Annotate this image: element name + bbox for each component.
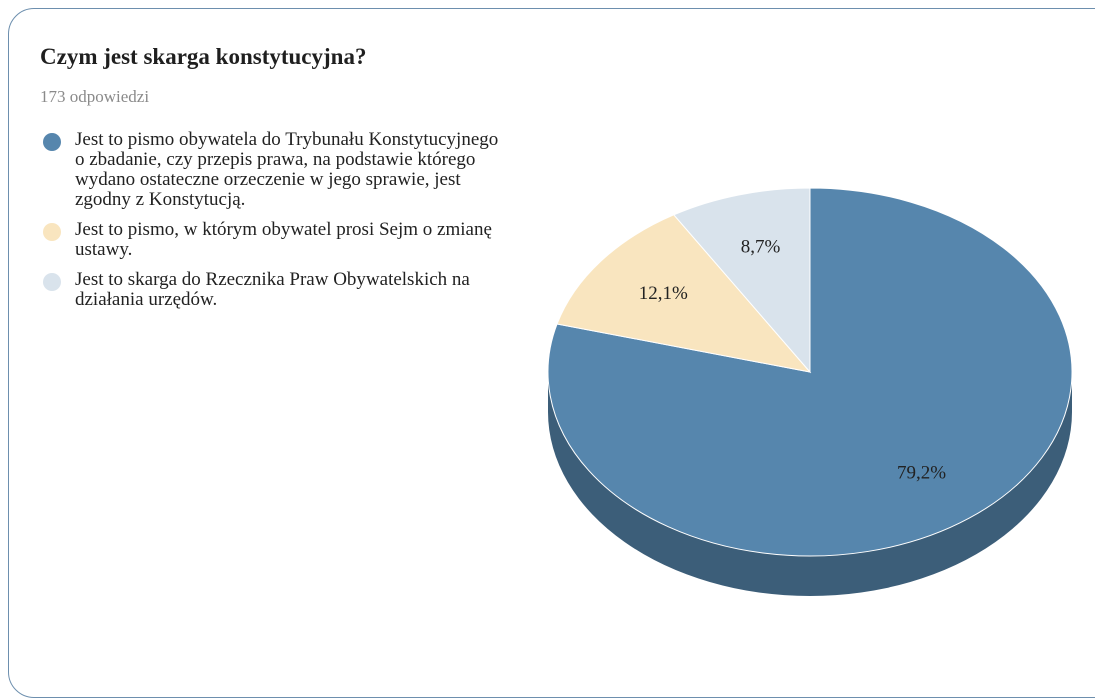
data-label: 79,2% bbox=[897, 463, 946, 484]
legend-item: Jest to pismo, w którym obywatel prosi S… bbox=[40, 220, 500, 260]
chart-subtitle: 173 odpowiedzi bbox=[40, 87, 150, 106]
legend-swatch bbox=[43, 223, 61, 241]
pie-slice bbox=[672, 187, 811, 374]
legend-label: Jest to pismo, w którym obywatel prosi S… bbox=[75, 219, 492, 260]
legend-item: Jest to pismo obywatela do Trybunału Kon… bbox=[40, 130, 500, 210]
data-label: 8,7% bbox=[741, 236, 781, 257]
chart-title: Czym jest skarga konstytucyjna? bbox=[40, 44, 367, 69]
page: Czym jest skarga konstytucyjna? 173 odpo… bbox=[8, 8, 1095, 698]
pie-slice bbox=[547, 187, 1073, 557]
data-label: 12,1% bbox=[639, 283, 688, 304]
legend-swatch bbox=[43, 133, 61, 151]
legend: Jest to pismo obywatela do Trybunału Kon… bbox=[40, 130, 500, 320]
legend-label: Jest to pismo obywatela do Trybunału Kon… bbox=[75, 129, 499, 210]
chart: 79,2% 12,1% 8,7% bbox=[547, 187, 1073, 596]
legend-item: Jest to skarga do Rzecznika Praw Obywate… bbox=[40, 270, 500, 310]
pie-side bbox=[548, 372, 1072, 596]
pie-slice bbox=[556, 214, 812, 373]
legend-label: Jest to skarga do Rzecznika Praw Obywate… bbox=[75, 269, 470, 310]
legend-swatch bbox=[43, 273, 61, 291]
